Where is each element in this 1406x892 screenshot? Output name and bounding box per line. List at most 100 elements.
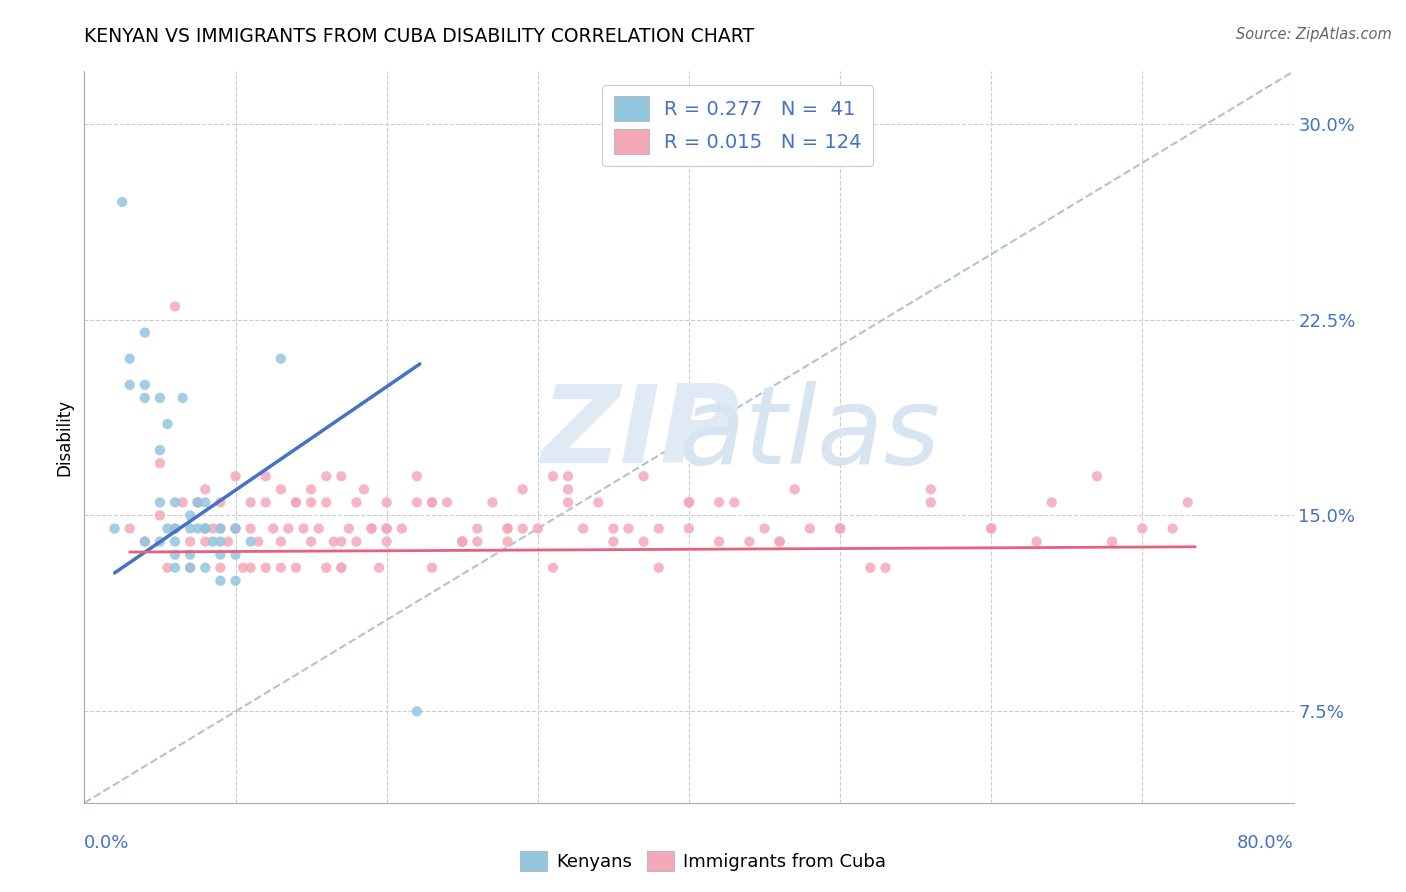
Point	[1101, 534, 1123, 549]
Point	[541, 469, 564, 483]
Point	[375, 522, 398, 536]
Point	[284, 495, 308, 509]
Point	[346, 534, 368, 549]
Point	[375, 534, 398, 549]
Point	[254, 469, 277, 483]
Text: atlas: atlas	[679, 381, 941, 486]
Point	[330, 560, 353, 574]
Point	[111, 194, 134, 209]
Point	[209, 560, 232, 574]
Point	[406, 705, 429, 719]
Point	[179, 534, 201, 549]
Text: 80.0%: 80.0%	[1237, 834, 1294, 852]
Point	[225, 548, 247, 562]
Point	[299, 534, 322, 549]
Point	[194, 534, 217, 549]
Point	[134, 534, 156, 549]
Point	[557, 495, 579, 509]
Point	[1040, 495, 1063, 509]
Point	[1177, 495, 1199, 509]
Point	[299, 495, 322, 509]
Point	[187, 495, 209, 509]
Point	[647, 522, 671, 536]
Point	[194, 522, 217, 536]
Point	[194, 522, 217, 536]
Point	[225, 574, 247, 588]
Point	[149, 443, 172, 458]
Point	[420, 495, 443, 509]
Point	[633, 469, 655, 483]
Point	[375, 522, 398, 536]
Point	[602, 534, 624, 549]
Point	[209, 522, 232, 536]
Point	[496, 522, 519, 536]
Point	[209, 495, 232, 509]
Point	[163, 522, 186, 536]
Point	[406, 469, 429, 483]
Point	[709, 534, 731, 549]
Text: 0.0%: 0.0%	[84, 834, 129, 852]
Point	[149, 391, 172, 405]
Point	[262, 522, 284, 536]
Point	[209, 574, 232, 588]
Point	[163, 534, 186, 549]
Point	[194, 560, 217, 574]
Point	[270, 483, 292, 497]
Point	[270, 351, 292, 366]
Point	[436, 495, 458, 509]
Point	[451, 534, 474, 549]
Point	[284, 495, 308, 509]
Text: KENYAN VS IMMIGRANTS FROM CUBA DISABILITY CORRELATION CHART: KENYAN VS IMMIGRANTS FROM CUBA DISABILIT…	[84, 27, 755, 45]
Legend: Kenyans, Immigrants from Cuba: Kenyans, Immigrants from Cuba	[513, 844, 893, 879]
Point	[330, 469, 353, 483]
Point	[859, 560, 882, 574]
Point	[375, 495, 398, 509]
Point	[179, 560, 201, 574]
Point	[368, 560, 391, 574]
Legend: R = 0.277   N =  41, R = 0.015   N = 124: R = 0.277 N = 41, R = 0.015 N = 124	[602, 85, 873, 166]
Point	[149, 456, 172, 470]
Point	[572, 522, 595, 536]
Point	[406, 495, 429, 509]
Point	[420, 495, 443, 509]
Point	[678, 495, 700, 509]
Point	[315, 560, 337, 574]
Point	[225, 522, 247, 536]
Point	[617, 522, 640, 536]
Point	[1161, 522, 1184, 536]
Point	[225, 522, 247, 536]
Point	[172, 495, 194, 509]
Point	[512, 522, 534, 536]
Point	[1130, 522, 1153, 536]
Point	[270, 560, 292, 574]
Point	[209, 534, 232, 549]
Point	[201, 534, 224, 549]
Point	[134, 534, 156, 549]
Point	[330, 560, 353, 574]
Point	[163, 300, 186, 314]
Point	[134, 326, 156, 340]
Point	[980, 522, 1002, 536]
Point	[754, 522, 776, 536]
Point	[451, 534, 474, 549]
Point	[920, 495, 942, 509]
Point	[360, 522, 382, 536]
Point	[337, 522, 360, 536]
Point	[420, 560, 443, 574]
Point	[217, 534, 239, 549]
Point	[769, 534, 792, 549]
Point	[209, 522, 232, 536]
Point	[1085, 469, 1108, 483]
Point	[769, 534, 792, 549]
Point	[467, 522, 489, 536]
Point	[225, 522, 247, 536]
Point	[738, 534, 761, 549]
Point	[602, 522, 624, 536]
Point	[980, 522, 1002, 536]
Point	[709, 495, 731, 509]
Point	[315, 495, 337, 509]
Point	[232, 560, 254, 574]
Point	[588, 495, 610, 509]
Point	[163, 522, 186, 536]
Point	[391, 522, 413, 536]
